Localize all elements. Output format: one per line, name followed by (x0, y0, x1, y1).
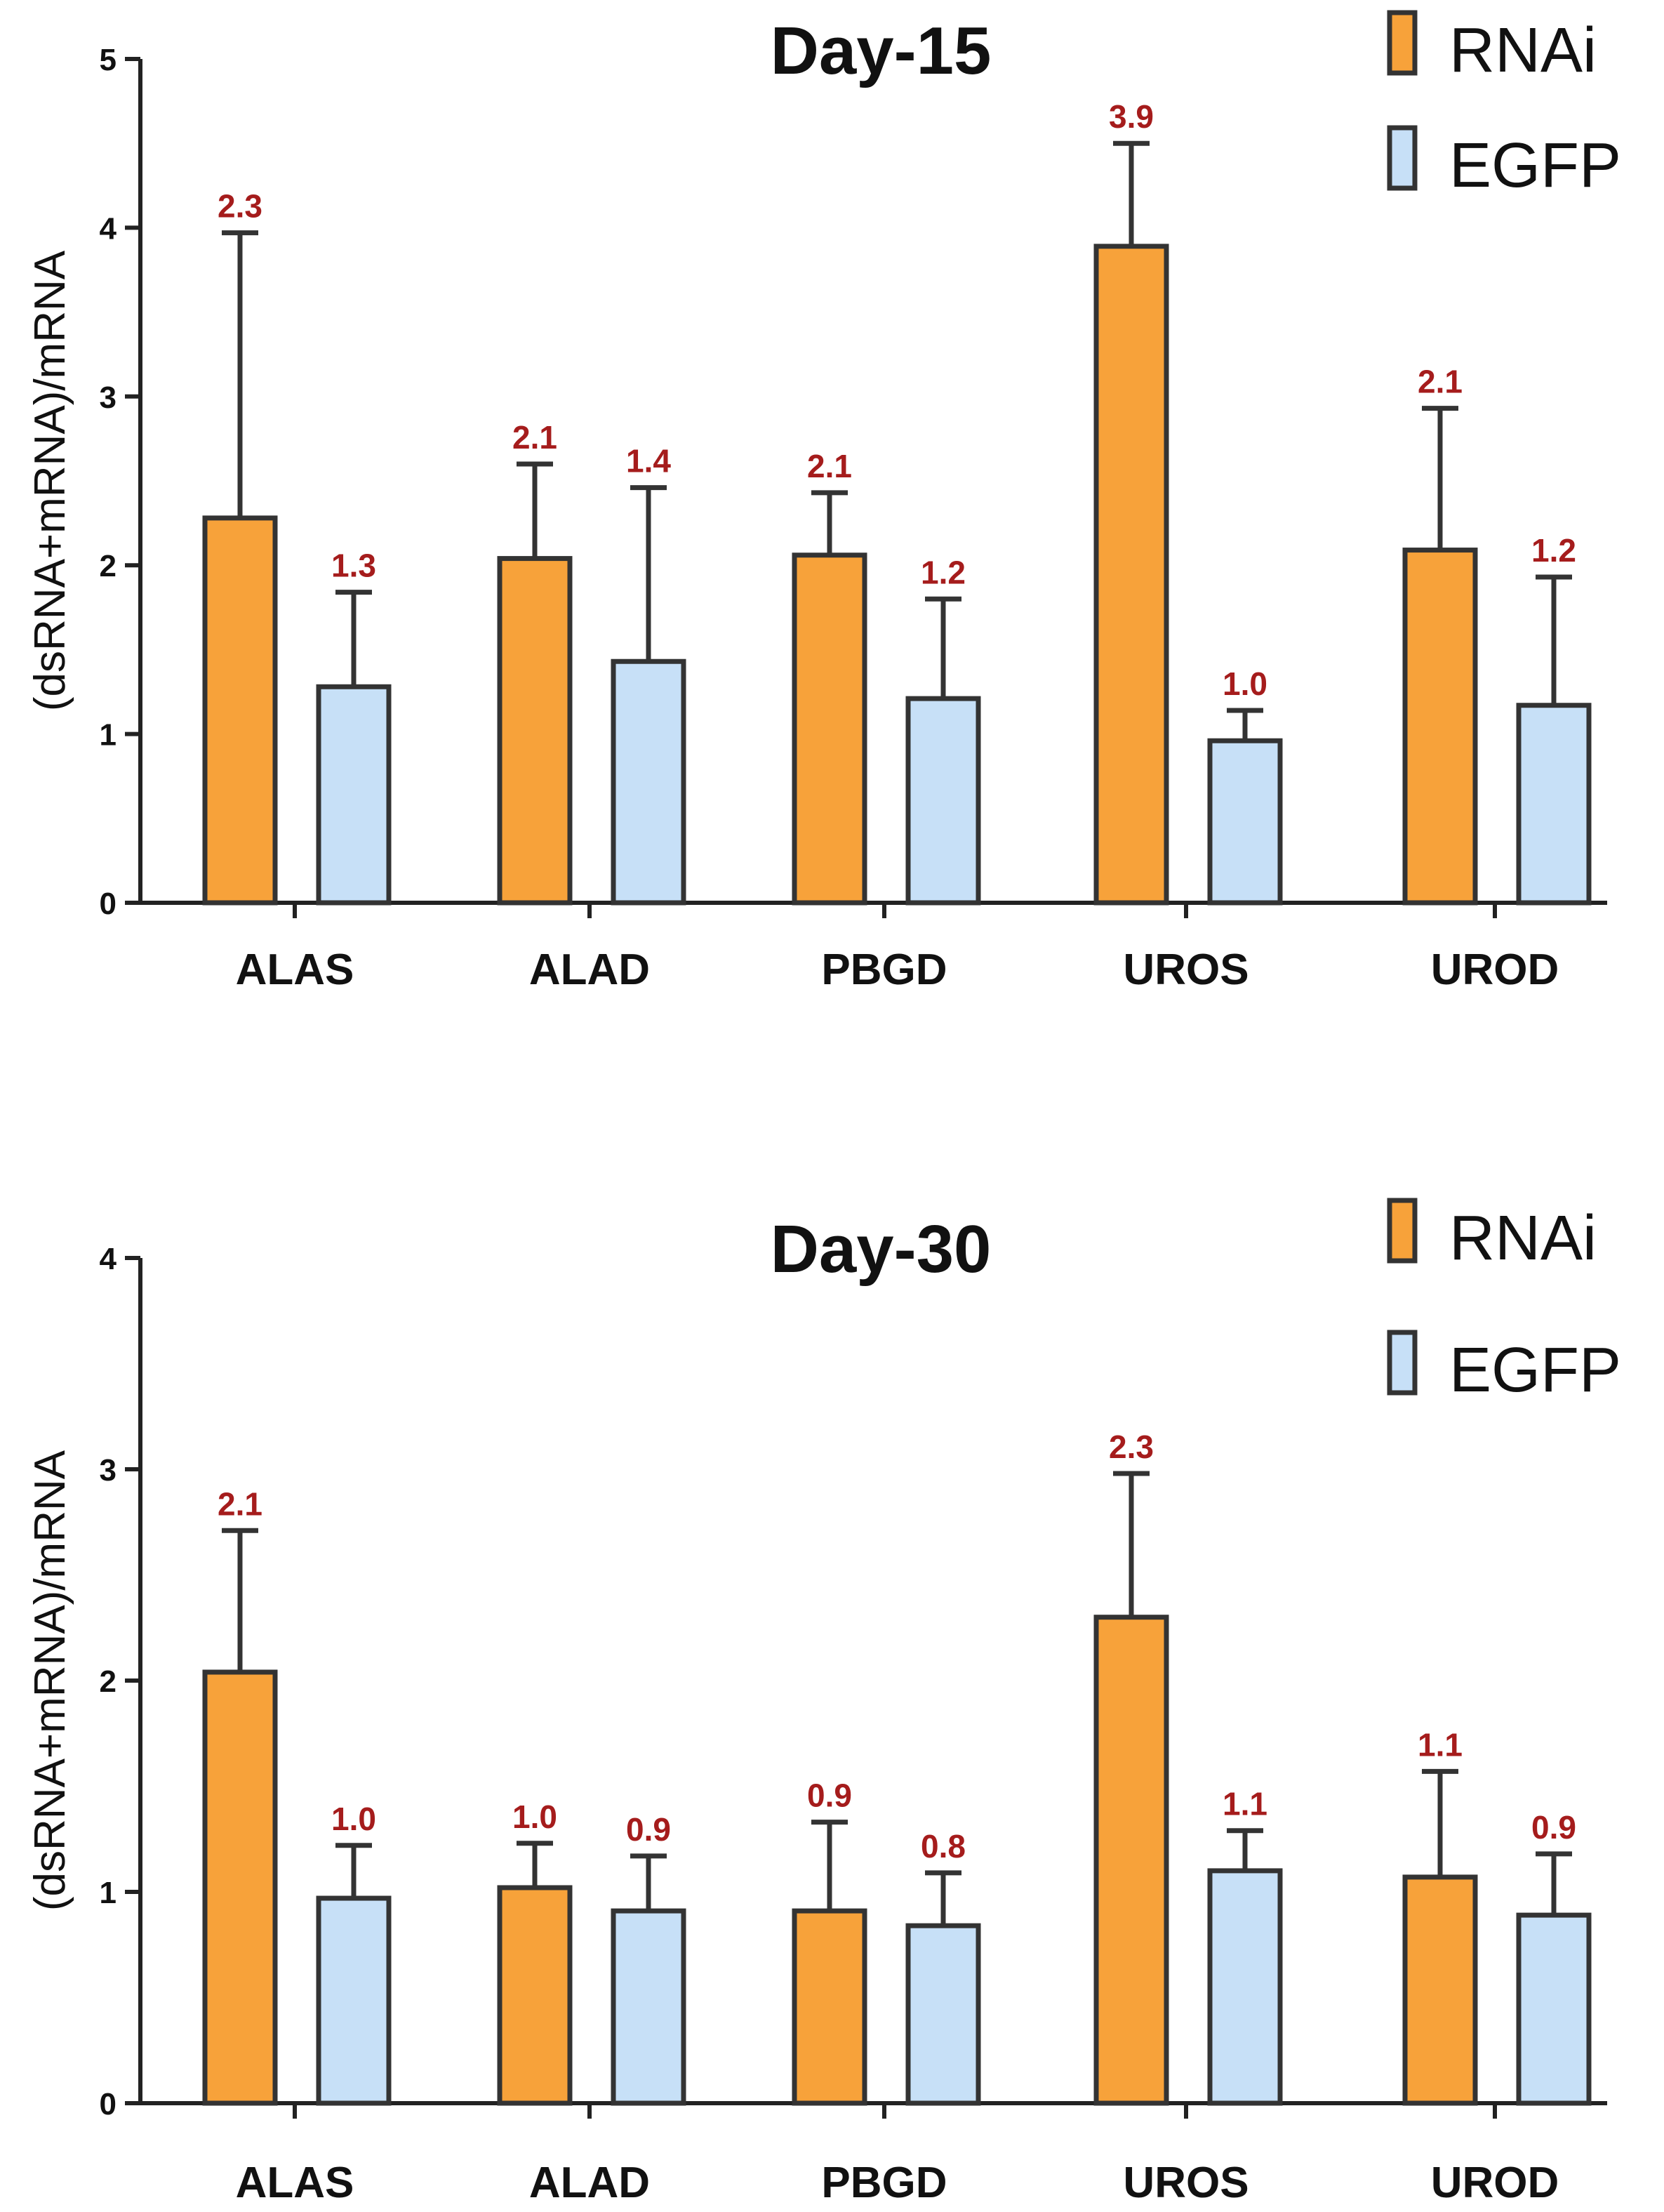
legend-swatch-rnai (1387, 1198, 1418, 1264)
x-tick-label: UROS (1123, 2159, 1249, 2207)
y-tick-label: 2 (100, 549, 117, 583)
x-tick-label: ALAS (236, 2159, 354, 2207)
data-label: 1.2 (921, 554, 966, 590)
x-tick-label: ALAD (529, 2159, 650, 2207)
bar-egfp (905, 696, 981, 906)
legend-swatch-egfp (1387, 1330, 1418, 1396)
bar-rnai (497, 1885, 573, 2106)
data-label: 1.0 (512, 1799, 557, 1835)
x-tick-label: PBGD (821, 2159, 947, 2207)
y-tick-label: 3 (100, 380, 117, 415)
y-tick-label: 3 (100, 1453, 117, 1488)
data-label: 2.3 (218, 188, 262, 225)
data-label: 1.3 (331, 548, 376, 584)
bar-egfp (1516, 703, 1592, 906)
bar-rnai (497, 556, 573, 906)
bar-egfp (316, 684, 392, 906)
y-tick-label: 0 (100, 887, 117, 921)
data-label: 3.9 (1109, 98, 1154, 135)
data-label: 1.0 (1223, 665, 1267, 702)
y-tick-label: 1 (100, 1876, 117, 1910)
bar-egfp (1207, 1868, 1283, 2106)
bar-egfp (905, 1923, 981, 2106)
bar-egfp (1516, 1912, 1592, 2106)
legend-swatch-egfp (1387, 125, 1418, 191)
data-label: 0.9 (807, 1777, 852, 1814)
bar-rnai (1402, 548, 1478, 906)
legend-label-egfp: EGFP (1449, 1335, 1621, 1405)
chart-panel-day15: Day-15 (dsRNA+mRNA)/mRNA 0 1 2 3 4 5 ALAS ALAD PBG… (26, 10, 1621, 994)
bar-egfp (1207, 738, 1283, 906)
legend-label-egfp: EGFP (1449, 131, 1621, 201)
legend-label-rnai: RNAi (1449, 1203, 1597, 1273)
data-label: 2.3 (1109, 1429, 1154, 1465)
bar-rnai (202, 1669, 278, 2106)
bar-egfp (316, 1895, 392, 2106)
data-label: 1.4 (626, 443, 671, 479)
bar-rnai (1402, 1874, 1478, 2106)
data-label: 1.0 (331, 1801, 376, 1837)
y-tick-label: 1 (100, 718, 117, 753)
data-label: 0.8 (921, 1828, 966, 1865)
bar-rnai (1093, 1615, 1169, 2106)
bar-egfp (611, 1908, 686, 2106)
data-label: 0.9 (1531, 1809, 1576, 1846)
x-tick-label: UROD (1431, 946, 1559, 994)
data-label: 0.9 (626, 1811, 671, 1848)
data-label: 2.1 (807, 448, 852, 484)
data-label: 1.2 (1531, 532, 1576, 569)
chart-panel-day30: Day-30 (dsRNA+mRNA)/mRNA 0 1 2 3 4 ALAS ALAD PBGD… (26, 1198, 1621, 2207)
data-label: 2.1 (512, 419, 557, 456)
bar-rnai (202, 515, 278, 906)
chart-title: Day-15 (771, 13, 992, 88)
bar-rnai (1093, 244, 1169, 906)
bar-egfp (611, 658, 686, 906)
data-label: 2.1 (1418, 364, 1463, 400)
bar-rnai (792, 552, 867, 906)
x-tick-label: PBGD (821, 946, 947, 994)
legend-label-rnai: RNAi (1449, 15, 1597, 86)
legend-swatch-rnai (1387, 10, 1418, 76)
y-tick-label: 2 (100, 1664, 117, 1699)
bar-rnai (792, 1908, 867, 2106)
x-tick-label: UROD (1431, 2159, 1559, 2207)
y-tick-label: 5 (100, 43, 117, 77)
data-label: 2.1 (218, 1485, 262, 1522)
chart-title: Day-30 (771, 1212, 992, 1287)
y-tick-label: 0 (100, 2087, 117, 2121)
y-axis-label: (dsRNA+mRNA)/mRNA (26, 250, 74, 711)
x-tick-label: ALAD (529, 946, 650, 994)
y-axis-label: (dsRNA+mRNA)/mRNA (26, 1450, 74, 1911)
x-tick-label: UROS (1123, 946, 1249, 994)
data-label: 1.1 (1223, 1786, 1267, 1822)
data-label: 1.1 (1418, 1726, 1463, 1763)
y-tick-label: 4 (100, 1242, 117, 1276)
y-tick-label: 4 (100, 211, 117, 246)
x-tick-label: ALAS (236, 946, 354, 994)
